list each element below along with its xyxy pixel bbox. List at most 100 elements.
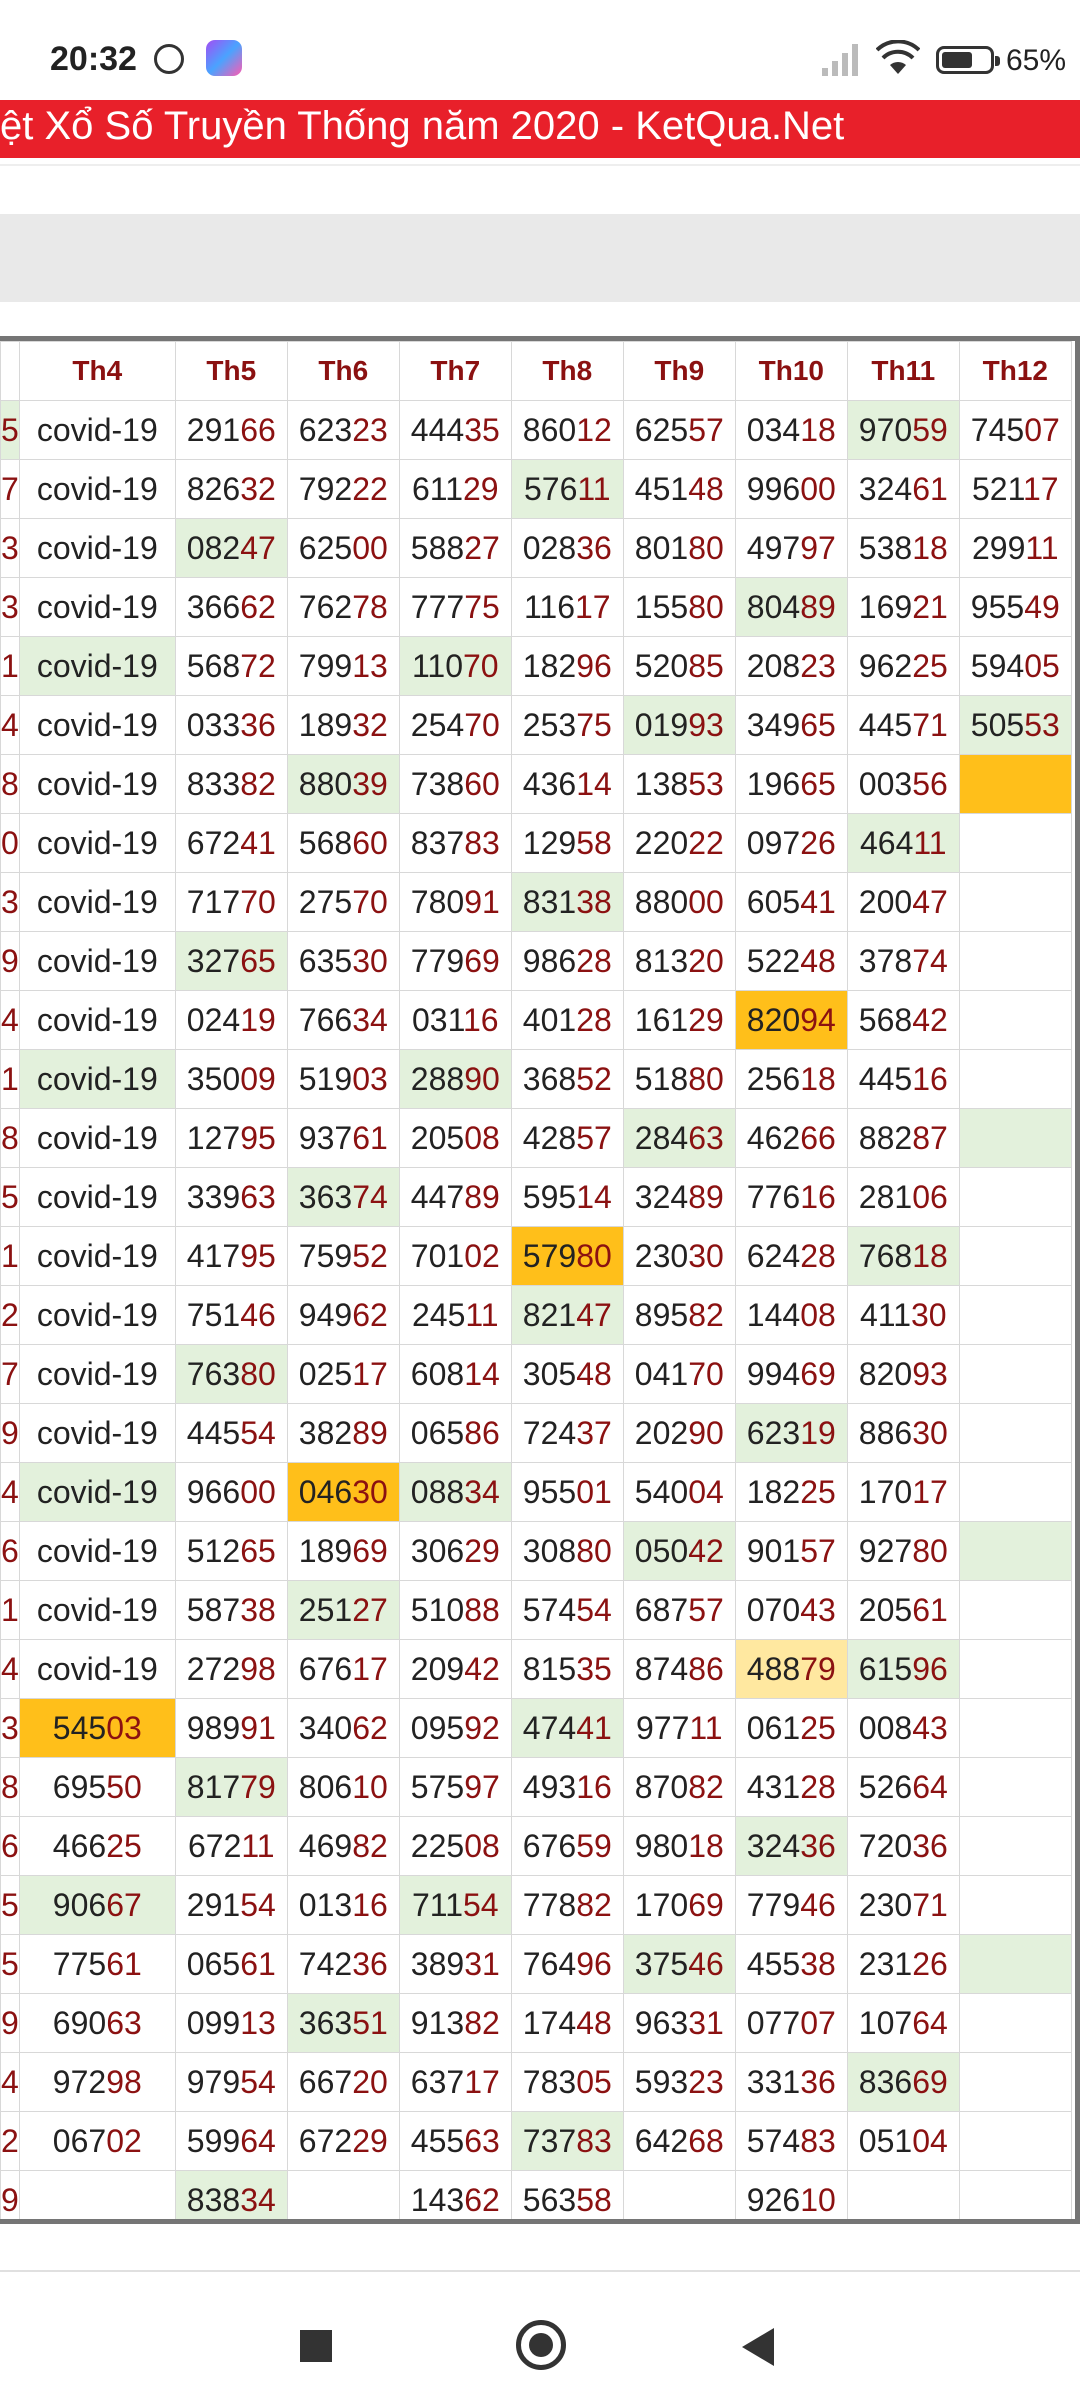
result-cell: 80489	[734, 577, 848, 637]
result-cell	[958, 1816, 1072, 1876]
result-cell: 68757	[622, 1580, 736, 1640]
result-cell: 23071	[846, 1875, 960, 1935]
row-edge-cell: 2	[0, 2111, 20, 2171]
column-header	[0, 341, 20, 401]
result-cell: 25375	[510, 695, 624, 755]
result-cell: 67241	[174, 813, 288, 873]
result-cell: 24511	[398, 1285, 512, 1345]
result-cell: 32461	[846, 459, 960, 519]
result-cell: 56842	[846, 990, 960, 1050]
table-row: 5 covid-19 29166 62323 44435 86012 62557 03418 9…	[0, 400, 1072, 460]
result-cell: 46625	[18, 1816, 176, 1876]
result-cell: 76278	[286, 577, 400, 637]
result-cell: covid-19	[18, 518, 176, 578]
result-cell	[958, 1403, 1072, 1463]
result-cell	[958, 2052, 1072, 2112]
table-row: 5 covid-19 33963 36374 44789 59514 32489 77616 2…	[0, 1167, 1072, 1227]
results-table-container[interactable]: Th4 Th5 Th6 Th7 Th8 Th9 Th10 Th11 Th12 5 covid-19…	[0, 336, 1080, 2224]
result-cell: 38931	[398, 1934, 512, 1994]
nav-home-icon[interactable]	[516, 2320, 566, 2370]
result-cell: 96331	[622, 1993, 736, 2053]
result-cell: 48879	[734, 1639, 848, 1699]
table-row: 3 covid-19 71770 27570 78091 83138 88000 60541 2…	[0, 872, 1072, 932]
row-edge-cell: 7	[0, 1344, 20, 1404]
result-cell: 36351	[286, 1993, 400, 2053]
result-cell: 14362	[398, 2170, 512, 2219]
result-cell: 79913	[286, 636, 400, 696]
result-cell: 03418	[734, 400, 848, 460]
result-cell: 77882	[510, 1875, 624, 1935]
result-cell: covid-19	[18, 990, 176, 1050]
table-row: 0 covid-19 67241 56860 83783 12958 22022 09726 4…	[0, 813, 1072, 873]
result-cell: covid-19	[18, 577, 176, 637]
table-row: 9 covid-19 32765 63530 77969 98628 81320 52248 3…	[0, 931, 1072, 991]
result-cell: 61596	[846, 1639, 960, 1699]
nav-recents-icon[interactable]	[300, 2330, 332, 2362]
result-cell: 20290	[622, 1403, 736, 1463]
result-cell: 27298	[174, 1639, 288, 1699]
result-cell: 07707	[734, 1993, 848, 2053]
result-cell: 09726	[734, 813, 848, 873]
row-edge-cell: 6	[0, 1521, 20, 1581]
result-cell: covid-19	[18, 1167, 176, 1227]
table-row: 1 covid-19 35009 51903 28890 36852 51880 25618 4…	[0, 1049, 1072, 1109]
result-cell: 11617	[510, 577, 624, 637]
result-cell: 44516	[846, 1049, 960, 1109]
result-cell: 90157	[734, 1521, 848, 1581]
table-row: 5 90667 29154 01316 71154 77882 17069 77946 2307…	[0, 1875, 1072, 1935]
result-cell	[958, 931, 1072, 991]
result-cell: covid-19	[18, 1462, 176, 1522]
table-row: 1 covid-19 41795 75952 70102 57980 23030 62428 7…	[0, 1226, 1072, 1286]
result-cell: 95501	[510, 1462, 624, 1522]
result-cell: 45538	[734, 1934, 848, 1994]
row-edge-cell: 3	[0, 518, 20, 578]
result-cell: 97298	[18, 2052, 176, 2112]
result-cell: 97711	[622, 1698, 736, 1758]
result-cell: 16921	[846, 577, 960, 637]
table-row: 4 covid-19 27298 67617 20942 81535 87486 48879 6…	[0, 1639, 1072, 1699]
result-cell: 49316	[510, 1757, 624, 1817]
result-cell: covid-19	[18, 754, 176, 814]
row-edge-cell: 1	[0, 1049, 20, 1109]
result-cell: 88000	[622, 872, 736, 932]
result-cell: 63530	[286, 931, 400, 991]
table-row: 4 97298 97954 66720 63717 78305 59323 33136 8366…	[0, 2052, 1072, 2112]
result-cell: 76380	[174, 1344, 288, 1404]
result-cell: 30629	[398, 1521, 512, 1581]
result-cell: 82632	[174, 459, 288, 519]
table-row: 8 69550 81779 80610 57597 49316 87082 43128 5266…	[0, 1757, 1072, 1817]
result-cell: covid-19	[18, 1403, 176, 1463]
result-cell: 64268	[622, 2111, 736, 2171]
result-cell: covid-19	[18, 1521, 176, 1581]
result-cell: 00356	[846, 754, 960, 814]
filter-bar[interactable]	[0, 214, 1080, 302]
result-cell: 56860	[286, 813, 400, 873]
result-cell: 57597	[398, 1757, 512, 1817]
result-cell: 44789	[398, 1167, 512, 1227]
result-cell: 27570	[286, 872, 400, 932]
result-cell	[958, 990, 1072, 1050]
result-cell: 98991	[174, 1698, 288, 1758]
result-cell: 19665	[734, 754, 848, 814]
row-edge-cell: 6	[0, 1816, 20, 1876]
row-edge-cell: 5	[0, 1875, 20, 1935]
row-edge-cell: 4	[0, 2052, 20, 2112]
result-cell: 30880	[510, 1521, 624, 1581]
result-cell: 79222	[286, 459, 400, 519]
result-cell: 74236	[286, 1934, 400, 1994]
result-cell: 74507	[958, 400, 1072, 460]
column-header: Th5	[174, 341, 288, 401]
result-cell: 46266	[734, 1108, 848, 1168]
row-edge-cell: 9	[0, 931, 20, 991]
result-cell: 59964	[174, 2111, 288, 2171]
nav-back-icon[interactable]	[742, 2328, 774, 2366]
table-header-row: Th4 Th5 Th6 Th7 Th8 Th9 Th10 Th11 Th12	[0, 341, 1072, 401]
result-cell: 60541	[734, 872, 848, 932]
row-edge-cell: 5	[0, 1167, 20, 1227]
result-cell: 70102	[398, 1226, 512, 1286]
result-cell: 78305	[510, 2052, 624, 2112]
result-cell: 06586	[398, 1403, 512, 1463]
row-edge-cell: 9	[0, 2170, 20, 2219]
row-edge-cell: 2	[0, 1285, 20, 1345]
result-cell: 44554	[174, 1403, 288, 1463]
